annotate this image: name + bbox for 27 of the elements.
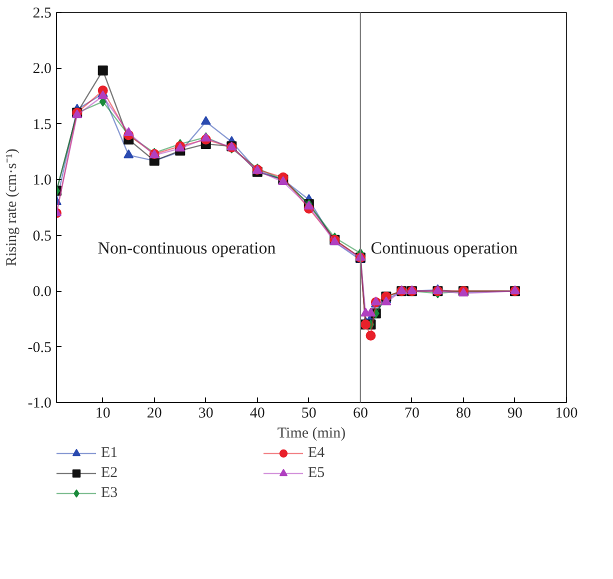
y-tick-label: 0.0 (32, 284, 52, 300)
x-tick-label: 70 (404, 406, 420, 422)
x-tick-label: 20 (146, 406, 162, 422)
x-tick-label: 40 (250, 406, 265, 422)
annotation: Continuous operation (370, 238, 518, 258)
legend-label: E2 (101, 464, 119, 482)
y-tick-label: -1.0 (28, 396, 52, 412)
legend-label: E4 (308, 444, 326, 462)
x-tick-label: 50 (301, 406, 316, 422)
y-axis-title: Rising rate (cm·s⁻¹) (4, 148, 20, 266)
annotation: Non-continuous operation (98, 238, 276, 258)
x-tick-label: 30 (198, 406, 214, 422)
x-tick-label: 100 (555, 406, 578, 422)
y-tick-label: -0.5 (28, 340, 52, 356)
x-axis-title: Time (min) (277, 426, 346, 442)
y-tick-label: 1.0 (32, 172, 52, 189)
y-tick-label: 2.0 (32, 61, 52, 78)
y-tick-label: 0.5 (32, 228, 52, 244)
x-tick-label: 60 (352, 406, 368, 422)
x-tick-label: 90 (507, 406, 522, 422)
y-tick-label: 1.5 (32, 116, 52, 133)
legend-label: E5 (308, 464, 326, 482)
x-tick-label: 80 (456, 406, 471, 422)
legend-label: E3 (101, 484, 119, 502)
legend-label: E1 (101, 444, 119, 462)
x-tick-label: 10 (95, 406, 110, 422)
y-tick-label: 2.5 (32, 6, 52, 22)
